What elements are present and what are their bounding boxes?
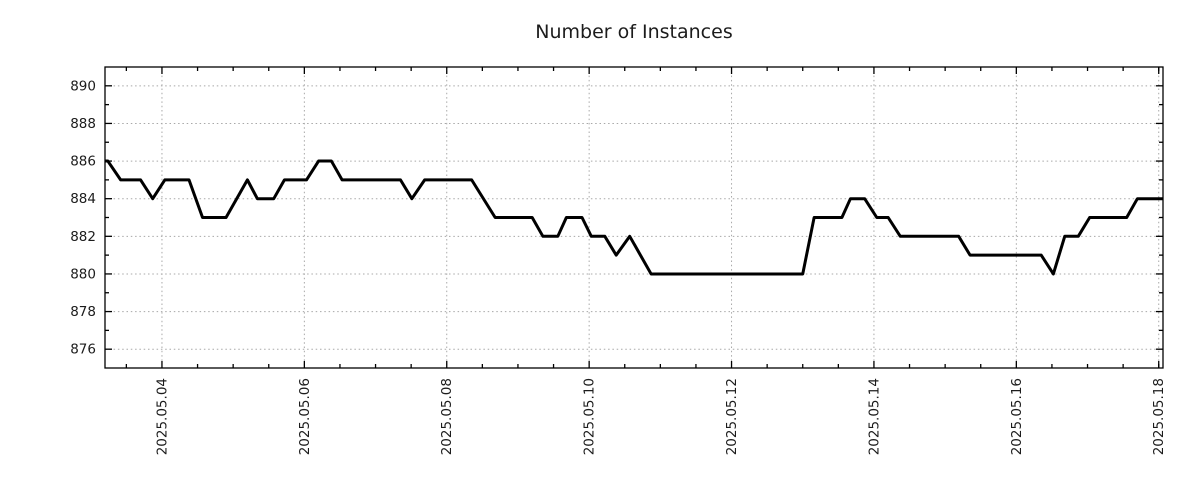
axes-layer [104,66,1164,369]
y-tick-label: 880 [70,266,96,282]
x-tick-label: 2025.05.16 [1009,378,1025,455]
x-tick-label: 2025.05.08 [439,378,455,455]
y-tick-label: 882 [70,229,96,245]
series-line [105,159,1163,276]
chart-title: Number of Instances [535,21,732,43]
x-tick-label: 2025.05.04 [154,378,170,455]
y-tick-label: 876 [70,342,96,358]
x-tick-label: 2025.05.12 [724,378,740,455]
y-tick-label: 890 [70,78,96,94]
label-layer: 876 878 880 882 884 886 888 890 2025.05.04 2025.0… [70,78,1167,455]
y-tick-label: 878 [70,304,96,320]
series-layer [105,159,1163,276]
x-tick-label: 2025.05.06 [297,378,313,455]
y-tick-label: 884 [70,191,96,207]
grid-layer [105,67,1163,368]
plot-border [104,66,1164,369]
x-tick-label: 2025.05.14 [866,378,882,455]
x-tick-label: 2025.05.18 [1151,378,1167,455]
y-tick-label: 886 [70,154,96,170]
x-tick-label: 2025.05.10 [582,378,598,455]
y-tick-label: 888 [70,116,96,132]
